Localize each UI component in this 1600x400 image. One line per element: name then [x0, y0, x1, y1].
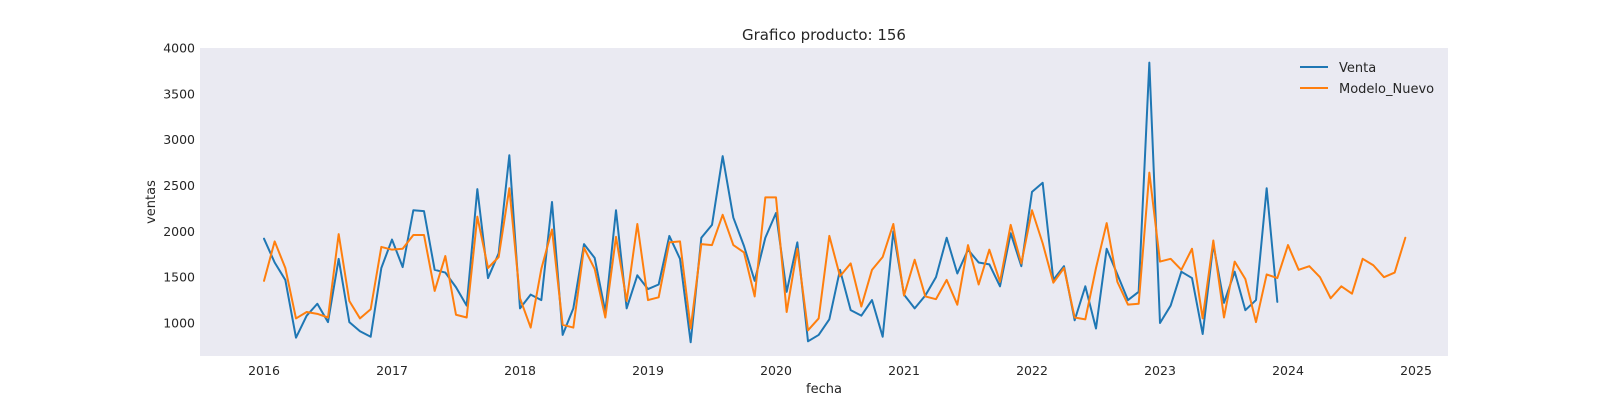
- x-tick-label: 2018: [504, 363, 536, 378]
- y-tick-labels: 1000 1500 2000 2500 3000 3500 4000: [163, 41, 195, 331]
- plot-area: [200, 48, 1448, 356]
- x-tick-label: 2021: [888, 363, 920, 378]
- x-tick-label: 2022: [1016, 363, 1048, 378]
- legend-label-0: Venta: [1339, 61, 1376, 76]
- x-axis-label: fecha: [806, 382, 842, 397]
- chart-title: Grafico producto: 156: [742, 26, 906, 44]
- y-tick-label: 4000: [163, 41, 195, 56]
- x-tick-label: 2025: [1400, 363, 1432, 378]
- x-tick-label: 2023: [1144, 363, 1176, 378]
- x-tick-label: 2016: [248, 363, 280, 378]
- series-layer: [263, 61, 1407, 344]
- y-tick-label: 1500: [163, 270, 195, 285]
- y-tick-label: 3000: [163, 132, 195, 147]
- y-tick-label: 2000: [163, 224, 195, 239]
- x-tick-label: 2024: [1272, 363, 1304, 378]
- series-line-1: [263, 171, 1407, 332]
- y-tick-label: 3500: [163, 86, 195, 101]
- y-tick-label: 2500: [163, 178, 195, 193]
- legend-label-1: Modelo_Nuevo: [1339, 82, 1434, 97]
- series-line-0: [263, 61, 1279, 344]
- x-tick-labels: 2016 2017 2018 2019 2020 2021 2022 2023 2024 2025: [248, 363, 1432, 378]
- x-tick-label: 2020: [760, 363, 792, 378]
- legend: Venta Modelo_Nuevo: [1300, 61, 1434, 97]
- x-tick-label: 2019: [632, 363, 664, 378]
- x-tick-label: 2017: [376, 363, 408, 378]
- y-tick-label: 1000: [163, 316, 195, 331]
- y-axis-label: ventas: [144, 180, 159, 224]
